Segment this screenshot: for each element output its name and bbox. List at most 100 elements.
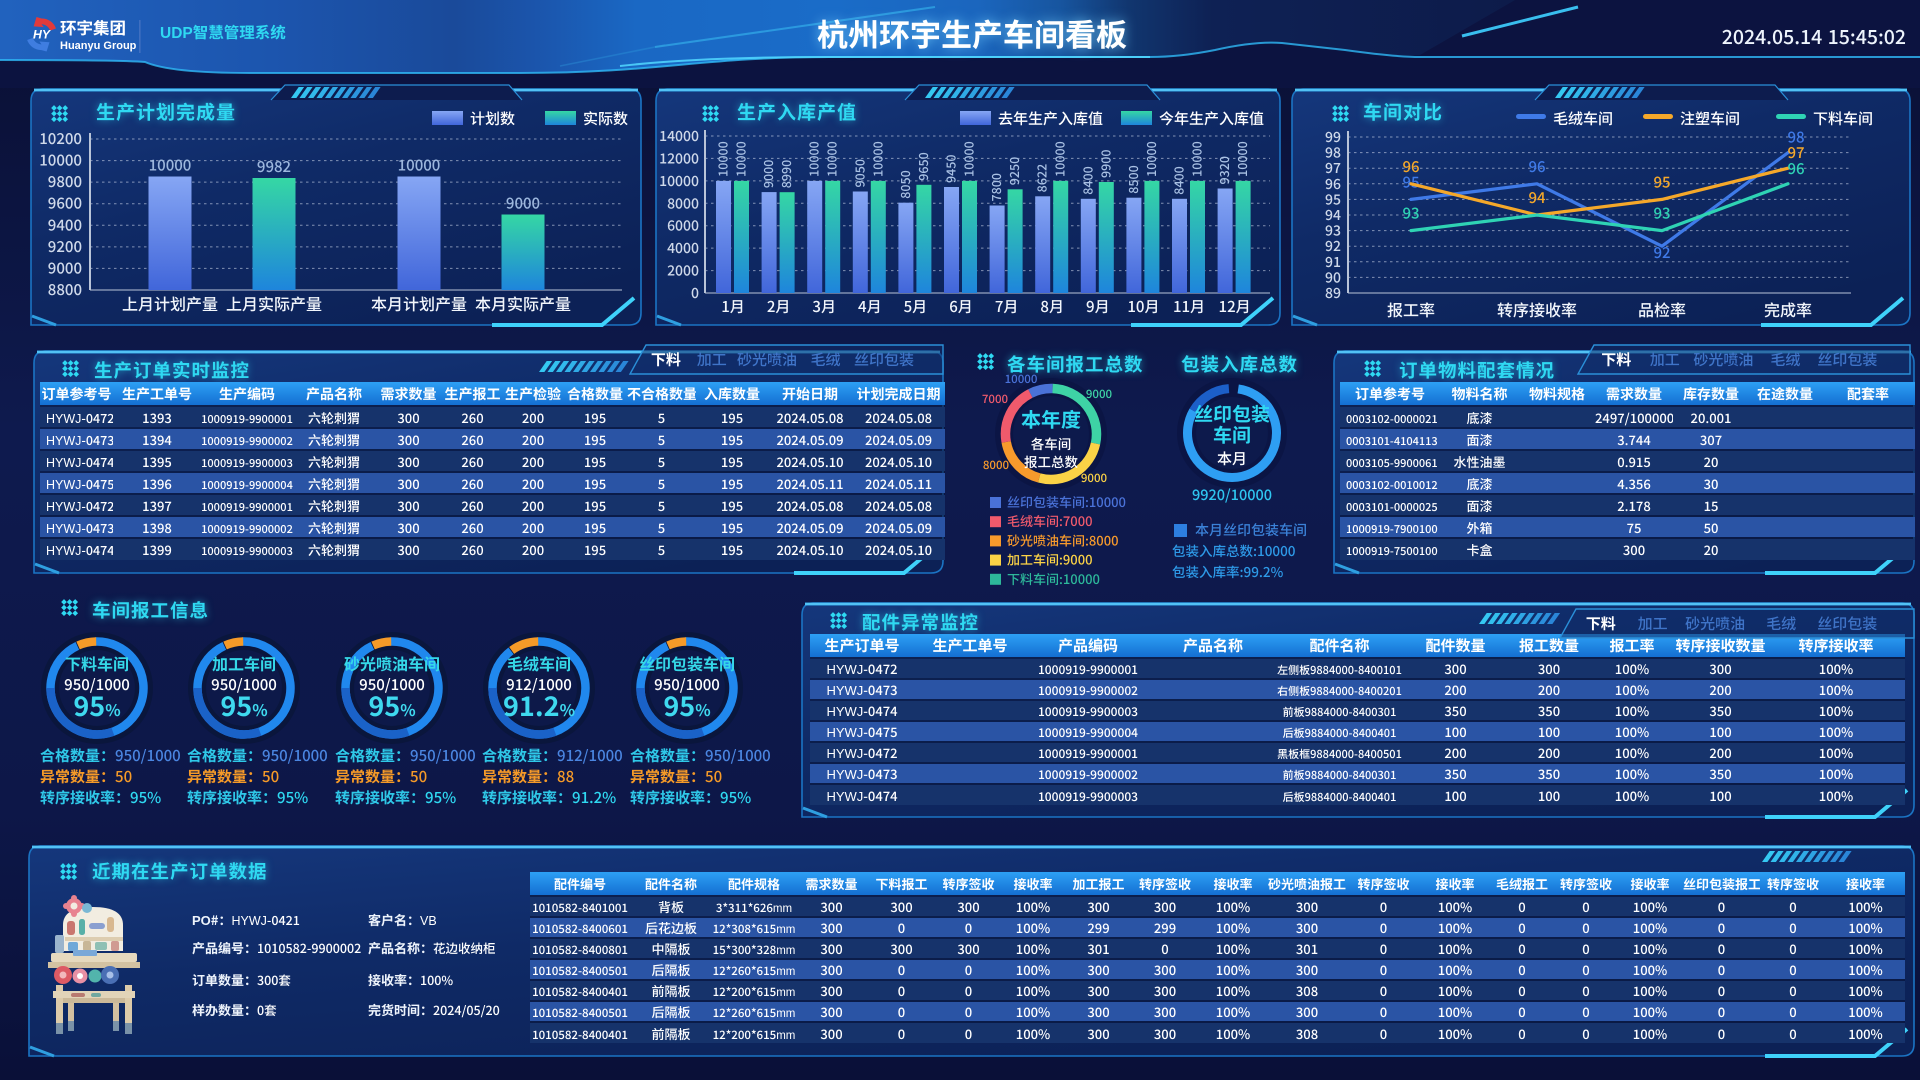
svg-text:加工车间: 加工车间 bbox=[212, 651, 276, 675]
svg-text:912/1000: 912/1000 bbox=[506, 674, 572, 695]
svg-text:PO#：HYWJ-0421: PO#：HYWJ-0421 bbox=[192, 910, 300, 929]
svg-text:2024.05.14 15:45:02: 2024.05.14 15:45:02 bbox=[1722, 21, 1906, 50]
svg-text:97: 97 bbox=[1325, 158, 1341, 178]
svg-text:今年生产入库值: 今年生产入库值 bbox=[1159, 108, 1264, 129]
svg-text:91.2%: 91.2% bbox=[503, 685, 575, 724]
svg-text:96: 96 bbox=[1787, 158, 1804, 179]
svg-text:品检率: 品检率 bbox=[1638, 297, 1686, 321]
svg-text:90: 90 bbox=[1325, 267, 1341, 287]
svg-text:93: 93 bbox=[1653, 203, 1670, 224]
svg-text:96: 96 bbox=[1325, 174, 1341, 194]
svg-text:计划数: 计划数 bbox=[470, 108, 515, 129]
svg-text:6000: 6000 bbox=[667, 216, 699, 236]
svg-text:下料车间:10000: 下料车间:10000 bbox=[1007, 569, 1100, 588]
svg-text:9400: 9400 bbox=[48, 214, 82, 235]
svg-text:10000: 10000 bbox=[39, 150, 82, 171]
svg-text:配件异常监控: 配件异常监控 bbox=[862, 609, 979, 635]
svg-text:下料: 下料 bbox=[1586, 613, 1616, 634]
svg-text:生产订单实时监控: 生产订单实时监控 bbox=[94, 357, 250, 383]
svg-text:8622: 8622 bbox=[1032, 164, 1051, 193]
svg-text:94: 94 bbox=[1325, 205, 1341, 225]
svg-text:完成率: 完成率 bbox=[1764, 297, 1812, 321]
svg-text:8400: 8400 bbox=[1169, 166, 1188, 195]
svg-text:各车间报工总数: 各车间报工总数 bbox=[1007, 351, 1144, 377]
svg-text:9月: 9月 bbox=[1086, 296, 1110, 317]
svg-text:砂光喷油车间:8000: 砂光喷油车间:8000 bbox=[1007, 530, 1119, 549]
svg-text:合格数量：950/1000: 合格数量：950/1000 bbox=[187, 745, 328, 766]
svg-text:95%: 95% bbox=[663, 685, 710, 724]
svg-text:丝印包装: 丝印包装 bbox=[1817, 349, 1877, 370]
svg-text:丝印包装: 丝印包装 bbox=[854, 349, 914, 370]
svg-text:95%: 95% bbox=[220, 685, 267, 724]
svg-text:11月: 11月 bbox=[1173, 296, 1205, 317]
svg-text:10000: 10000 bbox=[731, 141, 750, 177]
svg-text:实际数: 实际数 bbox=[583, 108, 628, 129]
svg-text:10000: 10000 bbox=[804, 141, 823, 177]
svg-text:包装入库率:99.2%: 包装入库率:99.2% bbox=[1172, 561, 1284, 581]
svg-text:8000: 8000 bbox=[983, 457, 1010, 473]
svg-text:10000: 10000 bbox=[1050, 141, 1069, 177]
svg-text:本月计划产量: 本月计划产量 bbox=[371, 291, 467, 315]
svg-text:9650: 9650 bbox=[913, 152, 932, 181]
svg-text:9200: 9200 bbox=[48, 236, 82, 257]
svg-text:10000: 10000 bbox=[713, 141, 732, 177]
svg-text:10月: 10月 bbox=[1127, 296, 1159, 317]
svg-text:毛绒车间: 毛绒车间 bbox=[507, 651, 571, 675]
svg-text:下料车间: 下料车间 bbox=[65, 651, 129, 675]
svg-text:完货时间：2024/05/20: 完货时间：2024/05/20 bbox=[368, 1000, 500, 1019]
svg-text:99: 99 bbox=[1325, 127, 1341, 147]
svg-text:订单物料配套情况: 订单物料配套情况 bbox=[1399, 357, 1555, 383]
svg-text:9000: 9000 bbox=[1081, 470, 1108, 486]
svg-text:UDP智慧管理系统: UDP智慧管理系统 bbox=[160, 21, 286, 43]
svg-text:9050: 9050 bbox=[849, 159, 868, 188]
svg-text:转序接收率: 转序接收率 bbox=[1497, 297, 1577, 321]
svg-text:10000: 10000 bbox=[659, 171, 699, 191]
svg-text:车间: 车间 bbox=[1213, 421, 1251, 448]
svg-text:95: 95 bbox=[1653, 171, 1670, 192]
svg-text:92: 92 bbox=[1653, 242, 1670, 263]
svg-text:杭州环宇生产车间看板: 杭州环宇生产车间看板 bbox=[817, 10, 1127, 55]
svg-text:异常数量：50: 异常数量：50 bbox=[187, 766, 279, 787]
svg-text:92: 92 bbox=[1325, 236, 1341, 256]
svg-text:9000: 9000 bbox=[506, 193, 540, 214]
svg-text:下料车间: 下料车间 bbox=[1813, 108, 1873, 129]
svg-text:异常数量：50: 异常数量：50 bbox=[40, 766, 132, 787]
svg-text:合格数量：950/1000: 合格数量：950/1000 bbox=[335, 745, 476, 766]
svg-text:砂光喷油: 砂光喷油 bbox=[737, 349, 797, 370]
svg-text:丝印包装车间:10000: 丝印包装车间:10000 bbox=[1007, 492, 1126, 511]
svg-text:合格数量：950/1000: 合格数量：950/1000 bbox=[630, 745, 771, 766]
svg-text:加工: 加工 bbox=[697, 349, 727, 370]
svg-text:98: 98 bbox=[1787, 127, 1804, 148]
svg-text:转序接收率：95%: 转序接收率：95% bbox=[630, 787, 751, 808]
svg-text:本年度: 本年度 bbox=[1021, 404, 1081, 433]
svg-text:产品名称：花边收纳柜: 产品名称：花边收纳柜 bbox=[368, 938, 496, 957]
svg-text:毛绒: 毛绒 bbox=[1766, 613, 1796, 634]
svg-text:加工: 加工 bbox=[1650, 349, 1680, 370]
svg-text:砂光喷油: 砂光喷油 bbox=[1693, 349, 1753, 370]
svg-text:本月实际产量: 本月实际产量 bbox=[475, 291, 571, 315]
svg-text:异常数量：50: 异常数量：50 bbox=[335, 766, 427, 787]
svg-text:96: 96 bbox=[1528, 156, 1545, 177]
svg-text:9450: 9450 bbox=[941, 154, 960, 183]
svg-text:毛绒: 毛绒 bbox=[810, 349, 840, 370]
svg-text:下料: 下料 bbox=[651, 349, 681, 370]
svg-text:93: 93 bbox=[1402, 203, 1419, 224]
svg-text:环宇集团: 环宇集团 bbox=[60, 15, 126, 39]
svg-text:9250: 9250 bbox=[1004, 157, 1023, 186]
svg-text:12000: 12000 bbox=[659, 148, 699, 168]
svg-text:0: 0 bbox=[691, 283, 699, 303]
svg-text:3月: 3月 bbox=[812, 296, 836, 317]
svg-text:报工率: 报工率 bbox=[1387, 297, 1435, 321]
svg-text:95: 95 bbox=[1325, 189, 1341, 209]
svg-text:2月: 2月 bbox=[767, 296, 791, 317]
svg-text:10000: 10000 bbox=[1232, 141, 1251, 177]
svg-text:Huanyu Group: Huanyu Group bbox=[60, 37, 137, 53]
svg-text:转序接收率：91.2%: 转序接收率：91.2% bbox=[482, 787, 616, 808]
svg-text:9600: 9600 bbox=[48, 193, 82, 214]
svg-text:2000: 2000 bbox=[667, 261, 699, 281]
svg-text:合格数量：912/1000: 合格数量：912/1000 bbox=[482, 745, 623, 766]
svg-text:9982: 9982 bbox=[257, 156, 291, 177]
svg-text:950/1000: 950/1000 bbox=[64, 674, 130, 695]
svg-text:8500: 8500 bbox=[1123, 165, 1142, 194]
svg-text:4月: 4月 bbox=[858, 296, 882, 317]
